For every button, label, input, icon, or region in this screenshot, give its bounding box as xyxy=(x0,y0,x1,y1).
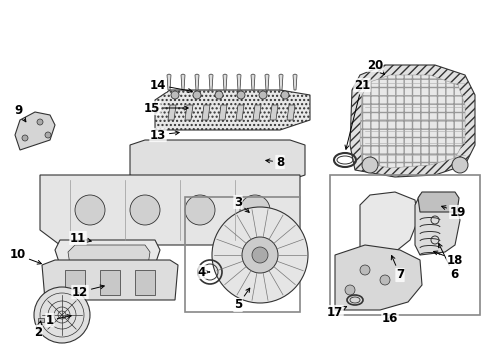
Polygon shape xyxy=(360,192,418,260)
Polygon shape xyxy=(293,74,297,90)
Text: 16: 16 xyxy=(382,311,398,324)
Text: 6: 6 xyxy=(439,243,458,282)
Text: 1: 1 xyxy=(46,314,71,327)
Circle shape xyxy=(171,91,179,99)
Polygon shape xyxy=(68,245,150,265)
Circle shape xyxy=(75,195,105,225)
Polygon shape xyxy=(287,105,295,120)
Polygon shape xyxy=(209,74,213,90)
Polygon shape xyxy=(135,270,155,295)
Circle shape xyxy=(452,157,468,173)
Circle shape xyxy=(242,237,278,273)
Polygon shape xyxy=(418,192,459,212)
Text: 7: 7 xyxy=(392,256,404,282)
Circle shape xyxy=(380,275,390,285)
Text: 3: 3 xyxy=(234,195,249,212)
Polygon shape xyxy=(251,74,255,90)
Polygon shape xyxy=(219,105,227,120)
Polygon shape xyxy=(335,245,422,310)
Text: 17: 17 xyxy=(327,306,346,319)
Text: 2: 2 xyxy=(34,321,42,338)
Polygon shape xyxy=(202,105,210,120)
Text: 9: 9 xyxy=(14,104,26,122)
Polygon shape xyxy=(279,74,283,90)
Circle shape xyxy=(37,119,43,125)
Polygon shape xyxy=(42,260,178,300)
Circle shape xyxy=(237,91,245,99)
Text: 10: 10 xyxy=(10,248,41,264)
Text: 21: 21 xyxy=(345,78,370,149)
Text: 18: 18 xyxy=(434,251,463,266)
Polygon shape xyxy=(55,240,160,265)
Circle shape xyxy=(130,195,160,225)
Circle shape xyxy=(34,287,90,343)
Polygon shape xyxy=(167,74,171,90)
Circle shape xyxy=(252,247,268,263)
Polygon shape xyxy=(237,74,241,90)
Text: 14: 14 xyxy=(150,78,192,93)
Polygon shape xyxy=(360,75,465,168)
Circle shape xyxy=(193,91,201,99)
Polygon shape xyxy=(236,105,244,120)
Polygon shape xyxy=(100,270,120,295)
Bar xyxy=(330,175,480,315)
Text: 15: 15 xyxy=(144,102,188,114)
Polygon shape xyxy=(15,112,55,150)
Polygon shape xyxy=(195,74,199,90)
Polygon shape xyxy=(181,74,185,90)
Circle shape xyxy=(185,195,215,225)
Text: 8: 8 xyxy=(266,156,284,168)
Circle shape xyxy=(281,91,289,99)
Text: 20: 20 xyxy=(367,59,384,75)
Text: 13: 13 xyxy=(150,129,179,141)
Text: 5: 5 xyxy=(234,288,250,311)
Text: 11: 11 xyxy=(70,231,91,244)
Circle shape xyxy=(360,265,370,275)
Polygon shape xyxy=(270,105,278,120)
Text: 19: 19 xyxy=(441,206,466,219)
Circle shape xyxy=(212,207,308,303)
Circle shape xyxy=(215,91,223,99)
Circle shape xyxy=(240,195,270,225)
Polygon shape xyxy=(155,90,310,130)
Circle shape xyxy=(362,157,378,173)
Polygon shape xyxy=(265,74,269,90)
Polygon shape xyxy=(168,105,176,120)
Circle shape xyxy=(345,285,355,295)
Circle shape xyxy=(45,132,51,138)
Polygon shape xyxy=(65,270,85,295)
Polygon shape xyxy=(130,140,305,180)
Text: 4: 4 xyxy=(198,266,210,279)
Polygon shape xyxy=(253,105,261,120)
Text: 12: 12 xyxy=(72,285,104,298)
Circle shape xyxy=(259,91,267,99)
Polygon shape xyxy=(415,195,460,255)
Polygon shape xyxy=(223,74,227,90)
Polygon shape xyxy=(185,105,193,120)
Polygon shape xyxy=(350,65,475,177)
Circle shape xyxy=(22,135,28,141)
Polygon shape xyxy=(38,318,44,322)
Bar xyxy=(185,197,300,312)
Polygon shape xyxy=(40,175,300,245)
